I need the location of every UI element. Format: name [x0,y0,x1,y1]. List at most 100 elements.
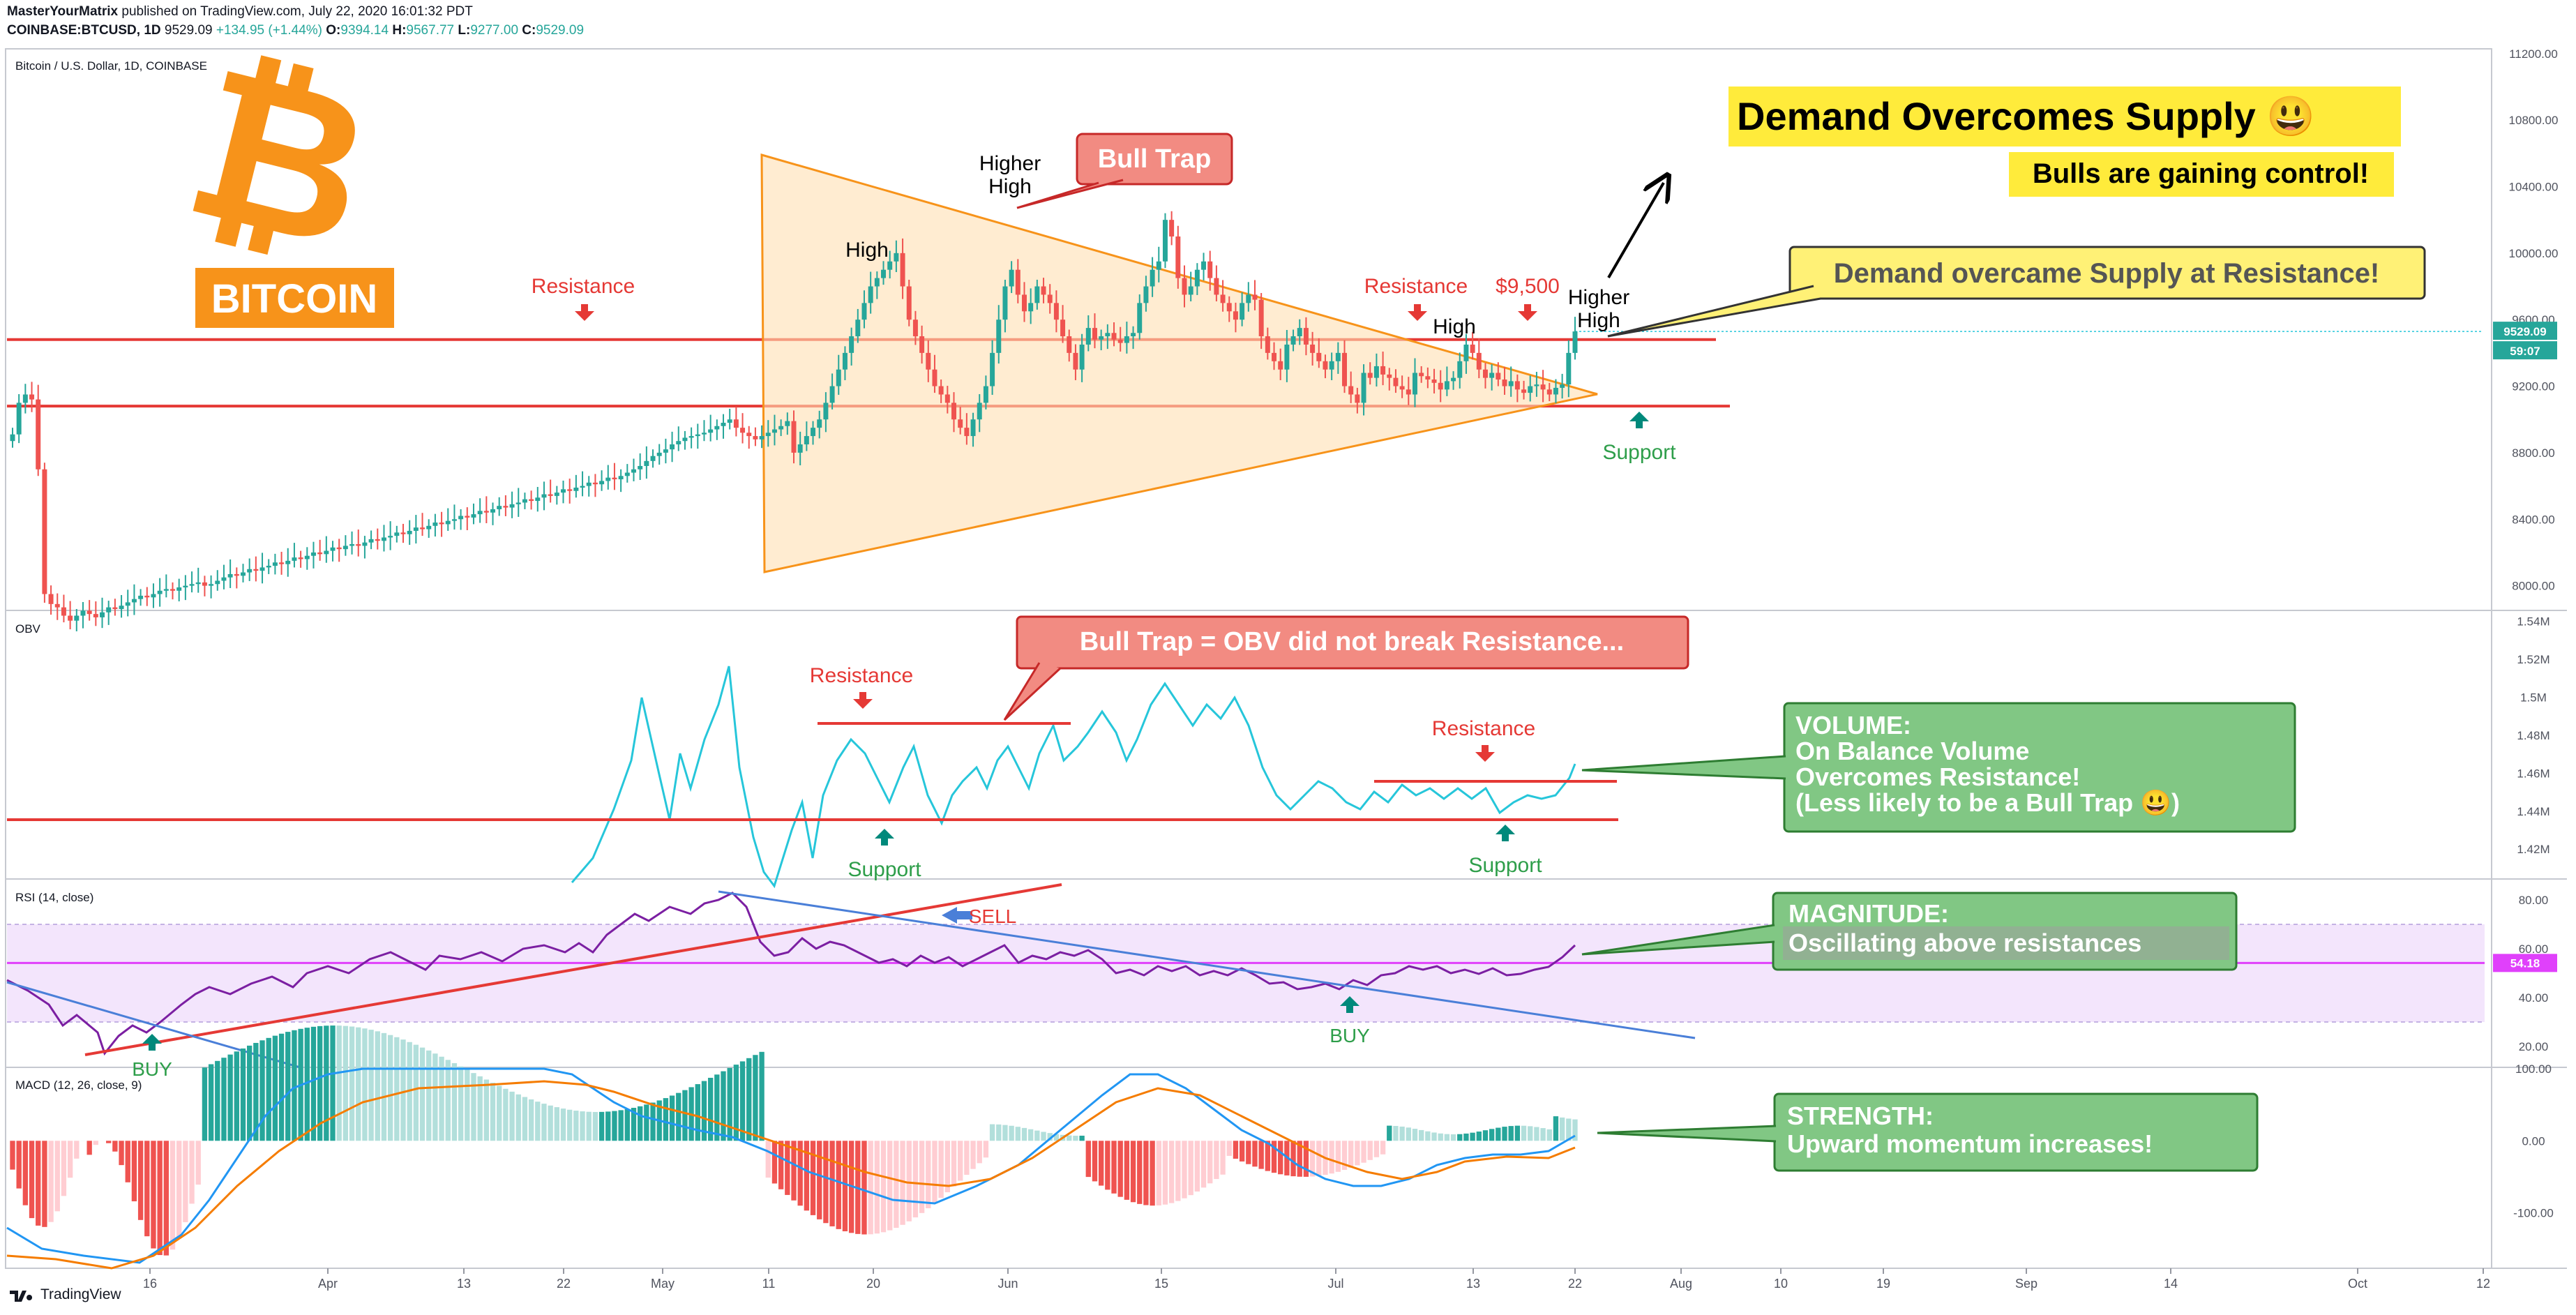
author-name[interactable]: MasterYourMatrix [7,4,119,19]
candle-body [944,394,950,403]
candle-body [1508,381,1514,386]
candle-body [1246,294,1251,303]
macd-histogram-bar [324,1025,329,1141]
candle-body [1156,261,1161,270]
candle-body [1099,336,1104,340]
macd-histogram-bar [900,1141,905,1225]
candle-body [977,403,982,420]
macd-histogram-bar [400,1039,406,1141]
macd-histogram-bar [310,1026,317,1141]
candle-body [1323,361,1328,370]
rsi-value-badge-text: 54.18 [2510,956,2540,970]
candle-body [618,476,624,480]
candle-body [1534,384,1539,386]
candle-body [93,614,98,617]
macd-histogram-bar [1489,1129,1495,1141]
x-axis-tick: 22 [557,1277,571,1291]
price-callout-pointer [1607,285,1821,338]
candle-body [663,449,668,453]
candle-body [42,469,47,594]
candle-body [656,452,662,456]
x-axis-tick: Jun [997,1277,1018,1291]
macd-histogram-bar [183,1141,188,1222]
x-axis-tick: 13 [457,1277,471,1291]
candle-body [400,532,406,534]
price-axis-tick: 8800.00 [2512,446,2554,460]
macd-histogram-bar [1521,1125,1527,1141]
candle-body [209,584,214,586]
macd-histogram-bar [753,1055,758,1141]
rsi-axis-tick: 20.00 [2519,1040,2549,1053]
macd-histogram-bar [451,1062,458,1141]
x-axis-tick: 12 [2476,1277,2490,1291]
macd-histogram-bar [272,1035,278,1141]
high-label-1: High [845,239,889,262]
candle-body [849,336,854,353]
macd-histogram-bar [1329,1141,1334,1174]
strength-pointer [1597,1125,1777,1143]
macd-histogram-bar [170,1141,176,1250]
obv-pane: OBV [7,622,1618,889]
candle-body [426,525,432,529]
macd-histogram-bar [1041,1132,1046,1141]
macd-histogram-bar [1053,1134,1060,1141]
macd-histogram-bar [823,1141,829,1224]
macd-histogram-bar [1297,1141,1302,1177]
obv-axis-tick: 1.42M [2517,843,2549,856]
obv-axis-tick: 1.48M [2517,729,2549,742]
candle-body [375,539,380,541]
candle-body [1028,303,1034,312]
macd-axis-tick: -100.00 [2513,1207,2554,1220]
macd-histogram-bar [919,1141,925,1213]
candle-body [279,562,285,564]
macd-histogram-bar [1546,1129,1552,1141]
price-axis-tick: 10400.00 [2509,180,2559,193]
macd-histogram-bar [989,1124,995,1141]
candle-body [61,607,66,616]
macd-histogram-bar [304,1028,310,1141]
candle-body [170,589,175,591]
candle-body [1387,374,1392,378]
candle-body [1240,303,1245,320]
macd-histogram-bar [535,1102,541,1141]
macd-histogram-bar [247,1045,253,1141]
countdown-badge [2493,341,2557,360]
rsi-value-badge [2493,954,2557,972]
candle-body [362,542,368,546]
macd-histogram-bar [861,1141,867,1235]
candle-body [714,426,720,430]
bull-trap-pointer [1016,179,1124,209]
higher-high-label-2: Higher High [1568,286,1629,332]
candle-body [894,253,899,262]
macd-histogram-bar [1425,1131,1431,1141]
macd-histogram-bar [778,1141,784,1189]
obv-resistance-arrow-1 [853,692,873,709]
candle-body [1073,352,1078,370]
macd-histogram-bar [137,1141,144,1220]
symbol-label[interactable]: COINBASE:BTCUSD, 1D [7,23,161,38]
macd-histogram-bar [624,1109,630,1141]
strength-text: Upward momentum increases! [1787,1129,2153,1158]
candle-body [804,436,809,444]
candle-body [1303,328,1309,345]
symmetrical-triangle [760,153,1598,573]
tradingview-logo[interactable]: TradingView [8,1286,121,1303]
macd-histogram-bar [1009,1125,1014,1141]
macd-histogram-bar [650,1102,656,1141]
candle-body [650,456,656,461]
obv-axis-tick: 1.52M [2517,653,2549,666]
price-axis-tick: 8400.00 [2512,513,2554,526]
macd-histogram-bar [234,1051,239,1141]
candle-body [515,502,521,504]
macd-histogram-bar [739,1061,746,1141]
candle-body [1175,236,1181,278]
obv-axis-tick: 1.46M [2517,767,2549,780]
macd-histogram-bar [195,1141,201,1185]
macd-histogram-bar [944,1141,950,1193]
macd-histogram-bar [938,1141,944,1198]
candle-body [1431,380,1437,383]
x-axis-tick: 10 [1774,1277,1788,1291]
candle-body [471,514,476,518]
candle-body [1348,386,1354,395]
